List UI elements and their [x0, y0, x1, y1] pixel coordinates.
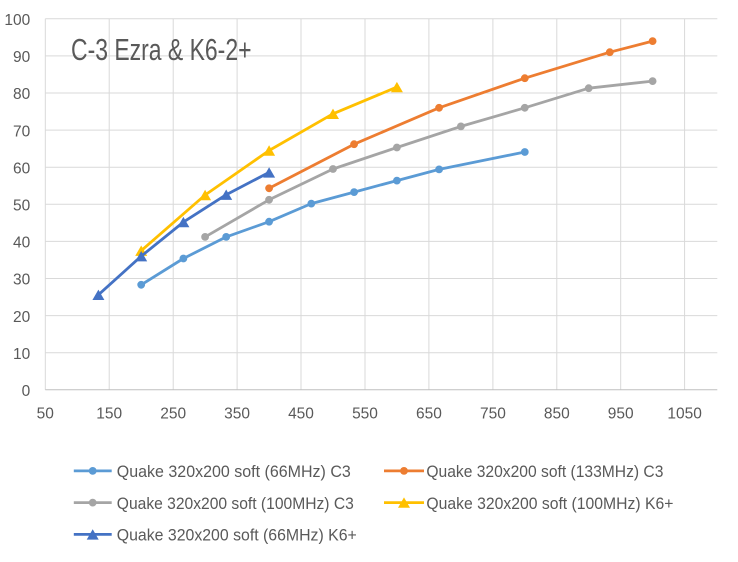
svg-text:40: 40 [13, 235, 31, 252]
svg-text:20: 20 [13, 309, 31, 326]
svg-text:10: 10 [13, 346, 31, 363]
svg-text:350: 350 [224, 405, 250, 422]
svg-text:Quake 320x200 soft (66MHz) K6+: Quake 320x200 soft (66MHz) K6+ [117, 526, 357, 545]
svg-text:750: 750 [480, 405, 506, 422]
svg-text:Quake 320x200 soft (100MHz) K6: Quake 320x200 soft (100MHz) K6+ [426, 494, 673, 513]
svg-text:C-3 Ezra & K6-2+: C-3 Ezra & K6-2+ [71, 32, 252, 67]
svg-text:Quake 320x200 soft (133MHz) C3: Quake 320x200 soft (133MHz) C3 [426, 462, 663, 481]
svg-text:250: 250 [160, 405, 186, 422]
svg-text:1050: 1050 [667, 405, 702, 422]
svg-text:50: 50 [37, 405, 55, 422]
svg-text:650: 650 [416, 405, 442, 422]
svg-text:80: 80 [13, 86, 31, 103]
svg-text:60: 60 [13, 160, 31, 177]
svg-text:850: 850 [544, 405, 570, 422]
svg-text:150: 150 [96, 405, 122, 422]
svg-text:100: 100 [4, 12, 30, 29]
svg-text:Quake 320x200 soft (100MHz) C3: Quake 320x200 soft (100MHz) C3 [117, 494, 354, 513]
svg-text:70: 70 [13, 123, 31, 140]
svg-text:0: 0 [22, 383, 31, 400]
svg-text:90: 90 [13, 49, 31, 66]
svg-text:50: 50 [13, 198, 31, 215]
svg-text:450: 450 [288, 405, 314, 422]
svg-text:30: 30 [13, 272, 31, 289]
svg-text:550: 550 [352, 405, 378, 422]
svg-text:950: 950 [608, 405, 634, 422]
svg-text:Quake 320x200 soft (66MHz) C3: Quake 320x200 soft (66MHz) C3 [117, 462, 351, 481]
